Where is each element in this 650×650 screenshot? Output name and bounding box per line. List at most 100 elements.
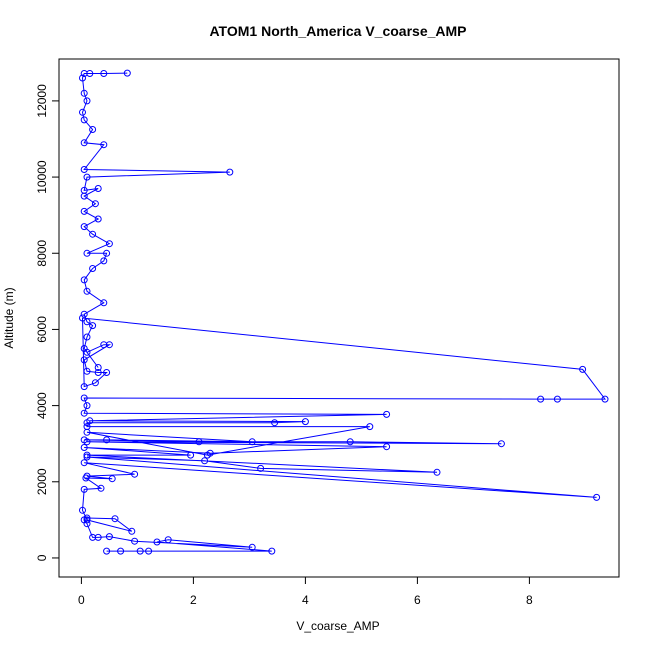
x-tick-label: 6 (414, 593, 421, 607)
data-point (83, 249, 91, 257)
data-point (80, 436, 88, 444)
data-point (94, 185, 102, 192)
data-point (105, 533, 113, 541)
data-point (91, 379, 99, 387)
y-axis-label: Altitude (m) (2, 287, 16, 348)
data-point (100, 257, 108, 265)
x-axis-label: V_coarse_AMP (296, 619, 379, 633)
data-point (80, 139, 88, 147)
data-point (89, 230, 97, 238)
data-point (153, 538, 161, 546)
data-point (83, 402, 91, 410)
x-tick-label: 8 (526, 593, 533, 607)
data-point (117, 547, 125, 555)
data-point (271, 419, 279, 427)
data-point (593, 493, 601, 501)
data-point (187, 451, 195, 459)
x-tick-label: 2 (190, 593, 197, 607)
data-point (579, 365, 587, 373)
data-point (131, 470, 139, 478)
data-point (80, 444, 88, 451)
data-point (203, 451, 211, 459)
data-point (164, 536, 172, 544)
series-layer (79, 69, 609, 555)
data-point (383, 443, 391, 451)
data-point (131, 537, 139, 545)
data-point (100, 299, 108, 307)
data-point (80, 166, 88, 173)
data-point (497, 440, 505, 448)
data-point (128, 527, 136, 535)
data-point (268, 547, 276, 555)
data-point (86, 70, 94, 77)
data-point (226, 168, 234, 176)
data-point (94, 369, 102, 376)
data-point (89, 533, 97, 541)
data-point (108, 475, 116, 483)
data-point (83, 333, 91, 341)
y-tick-label: 12000 (35, 84, 49, 118)
data-point (83, 318, 91, 326)
data-point (86, 417, 94, 425)
data-point (80, 356, 88, 364)
data-point (301, 418, 309, 426)
data-point (80, 186, 88, 194)
data-point (83, 472, 91, 480)
y-axis: 0 2000 4000 6000 8000 10000 12000 (35, 84, 60, 561)
data-point (83, 514, 91, 522)
data-point (91, 200, 99, 208)
data-point (80, 383, 88, 391)
data-point (553, 395, 561, 403)
data-point (103, 547, 111, 555)
data-point (80, 276, 88, 284)
data-point (80, 345, 88, 352)
data-point (145, 547, 153, 555)
data-point (79, 108, 86, 116)
data-point (100, 70, 108, 77)
data-point (103, 369, 111, 376)
y-tick-label: 10000 (35, 160, 49, 194)
data-point (80, 116, 88, 124)
y-tick-label: 8000 (35, 240, 49, 267)
data-point (136, 547, 144, 555)
data-point (83, 367, 91, 375)
data-point (94, 364, 102, 371)
data-point (111, 515, 119, 523)
data-point (383, 410, 391, 418)
data-point (433, 468, 441, 476)
x-axis: 0 2 4 6 8 (78, 576, 533, 607)
x-tick-label: 4 (302, 593, 309, 607)
data-point (123, 69, 131, 77)
data-point (83, 453, 91, 461)
data-point (248, 543, 256, 551)
data-point (89, 126, 97, 133)
data-point (89, 265, 97, 272)
data-point (80, 459, 88, 467)
data-point (79, 506, 86, 514)
data-point (83, 97, 91, 105)
y-tick-label: 4000 (35, 392, 49, 419)
data-point (79, 74, 86, 82)
data-point (105, 240, 113, 248)
data-point (80, 207, 88, 215)
data-point (366, 423, 374, 431)
data-point (94, 215, 102, 223)
data-point (100, 341, 108, 349)
y-tick-label: 0 (35, 554, 49, 561)
data-point (248, 438, 256, 446)
data-point (80, 409, 88, 417)
data-point (257, 464, 265, 472)
data-point (201, 457, 209, 465)
data-point (80, 223, 88, 231)
data-point (97, 484, 105, 492)
x-tick-label: 0 (78, 593, 85, 607)
data-point (89, 322, 97, 330)
data-point (80, 485, 88, 493)
data-point (346, 438, 354, 446)
y-tick-label: 6000 (35, 316, 49, 343)
data-point (601, 395, 609, 403)
data-point (195, 438, 203, 446)
chart-title: ATOM1 North_America V_coarse_AMP (209, 23, 466, 39)
